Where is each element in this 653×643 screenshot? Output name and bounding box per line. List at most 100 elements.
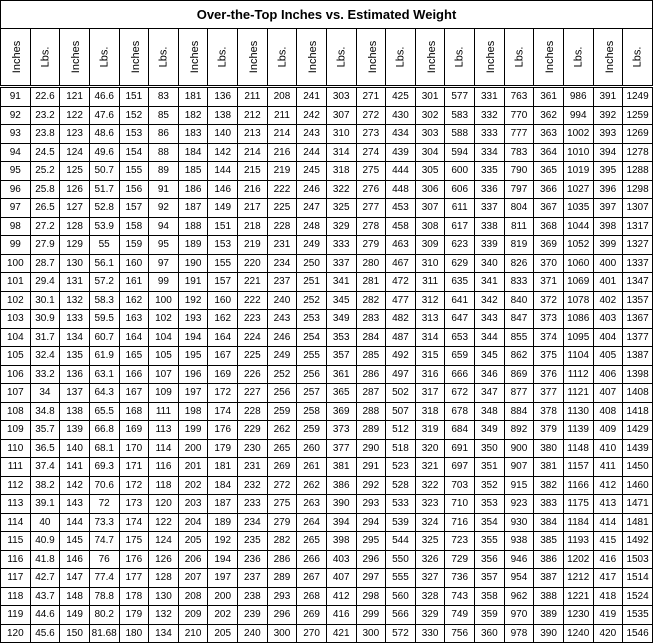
table-cell: 216 xyxy=(267,143,297,162)
table-cell: 250 xyxy=(297,254,327,273)
table-cell: 234 xyxy=(238,513,268,532)
col-header-lbs: Lbs. xyxy=(563,29,593,87)
table-cell: 862 xyxy=(504,347,534,366)
table-cell: 193 xyxy=(178,310,208,329)
table-cell: 292 xyxy=(356,476,386,495)
table-cell: 512 xyxy=(386,421,416,440)
table-cell: 684 xyxy=(445,421,475,440)
table-cell: 833 xyxy=(504,273,534,292)
table-cell: 319 xyxy=(415,421,445,440)
table-cell: 339 xyxy=(475,236,505,255)
table-cell: 161 xyxy=(119,273,149,292)
table-cell: 430 xyxy=(386,106,416,125)
table-cell: 249 xyxy=(297,236,327,255)
table-cell: 804 xyxy=(504,199,534,218)
table-cell: 306 xyxy=(415,180,445,199)
table-cell: 482 xyxy=(386,310,416,329)
table-cell: 218 xyxy=(238,217,268,236)
table-row: 9323.812348.6153861831402132142433102734… xyxy=(1,125,653,144)
table-cell: 371 xyxy=(534,273,564,292)
table-cell: 326 xyxy=(415,550,445,569)
table-cell: 204 xyxy=(178,513,208,532)
table-cell: 309 xyxy=(415,236,445,255)
table-cell: 1175 xyxy=(563,495,593,514)
table-cell: 158 xyxy=(119,217,149,236)
table-cell: 1112 xyxy=(563,365,593,384)
table-cell: 197 xyxy=(178,384,208,403)
table-cell: 533 xyxy=(386,495,416,514)
table-cell: 164 xyxy=(119,328,149,347)
table-cell: 337 xyxy=(326,254,356,273)
table-cell: 869 xyxy=(504,365,534,384)
table-cell: 169 xyxy=(119,421,149,440)
table-cell: 629 xyxy=(445,254,475,273)
table-cell: 176 xyxy=(119,550,149,569)
table-cell: 256 xyxy=(297,365,327,384)
table-cell: 102 xyxy=(1,291,31,310)
table-cell: 106 xyxy=(1,365,31,384)
table-cell: 416 xyxy=(593,550,623,569)
table-cell: 92 xyxy=(1,106,31,125)
table-cell: 111 xyxy=(149,402,179,421)
table-cell: 214 xyxy=(238,143,268,162)
table-cell: 245 xyxy=(297,162,327,181)
table-cell: 210 xyxy=(178,624,208,643)
table-cell: 120 xyxy=(149,495,179,514)
table-cell: 189 xyxy=(208,513,238,532)
table-cell: 287 xyxy=(356,384,386,403)
table-cell: 252 xyxy=(267,365,297,384)
table-cell: 213 xyxy=(238,125,268,144)
table-cell: 328 xyxy=(415,587,445,606)
table-cell: 1184 xyxy=(563,513,593,532)
table-cell: 25.2 xyxy=(30,162,60,181)
table-cell: 356 xyxy=(475,550,505,569)
table-cell: 341 xyxy=(475,273,505,292)
table-cell: 1044 xyxy=(563,217,593,236)
col-header-lbs: Lbs. xyxy=(326,29,356,87)
table-cell: 659 xyxy=(445,347,475,366)
table-cell: 314 xyxy=(326,143,356,162)
table-cell: 229 xyxy=(238,421,268,440)
table-cell: 378 xyxy=(534,402,564,421)
table-cell: 900 xyxy=(504,439,534,458)
table-row: 11137.414169.317111620118123126926138129… xyxy=(1,458,653,477)
table-cell: 283 xyxy=(356,310,386,329)
table-cell: 1535 xyxy=(623,606,653,625)
table-cell: 345 xyxy=(475,347,505,366)
table-cell: 401 xyxy=(593,273,623,292)
table-cell: 407 xyxy=(326,569,356,588)
table-cell: 666 xyxy=(445,365,475,384)
col-header-lbs: Lbs. xyxy=(149,29,179,87)
table-cell: 332 xyxy=(475,106,505,125)
table-cell: 316 xyxy=(415,365,445,384)
table-cell: 194 xyxy=(178,328,208,347)
table-cell: 262 xyxy=(267,421,297,440)
table-row: 11843.714878.817813020820023829326841229… xyxy=(1,587,653,606)
table-cell: 187 xyxy=(208,495,238,514)
table-cell: 60.7 xyxy=(89,328,119,347)
table-cell: 394 xyxy=(326,513,356,532)
table-cell: 80.2 xyxy=(89,606,119,625)
table-cell: 296 xyxy=(267,606,297,625)
table-cell: 78.8 xyxy=(89,587,119,606)
table-cell: 254 xyxy=(297,328,327,347)
table-cell: 347 xyxy=(475,384,505,403)
table-cell: 76 xyxy=(89,550,119,569)
table-cell: 1035 xyxy=(563,199,593,218)
table-cell: 365 xyxy=(326,384,356,403)
table-cell: 246 xyxy=(267,328,297,347)
table-cell: 412 xyxy=(593,476,623,495)
table-cell: 127 xyxy=(60,199,90,218)
table-cell: 376 xyxy=(534,365,564,384)
table-cell: 52.8 xyxy=(89,199,119,218)
table-cell: 1337 xyxy=(623,254,653,273)
table-cell: 30.9 xyxy=(30,310,60,329)
table-cell: 336 xyxy=(475,180,505,199)
table-cell: 770 xyxy=(504,106,534,125)
table-cell: 374 xyxy=(534,328,564,347)
table-cell: 763 xyxy=(504,87,534,107)
table-cell: 338 xyxy=(475,217,505,236)
table-cell: 166 xyxy=(119,365,149,384)
table-cell: 66.8 xyxy=(89,421,119,440)
table-cell: 53.9 xyxy=(89,217,119,236)
